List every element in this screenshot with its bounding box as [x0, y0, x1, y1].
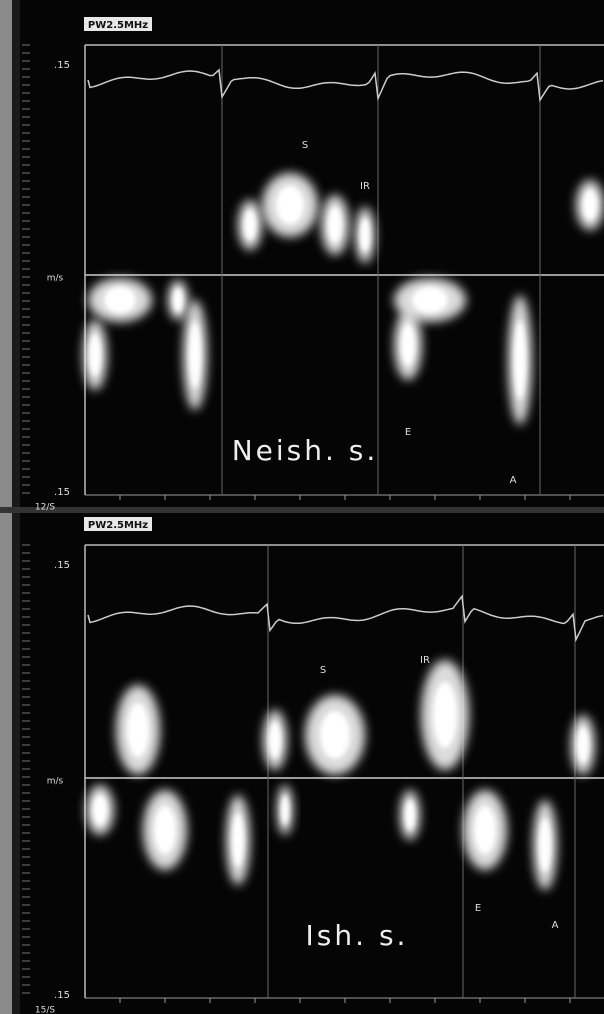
scale-bottom: .15: [54, 990, 70, 1001]
doppler-core: [127, 703, 149, 757]
doppler-core: [232, 813, 244, 867]
scale-top: .15: [54, 60, 70, 71]
doppler-core: [269, 722, 281, 758]
doppler-core: [539, 818, 551, 872]
ecg-trace: [87, 594, 604, 643]
probe-label: PW2.5MHz: [88, 20, 148, 31]
doppler-core: [433, 682, 457, 748]
doppler-panel: PW2.5MHz .15 m/s .15 12/S S IR E A Neish. s.: [22, 17, 604, 513]
doppler-panel: PW2.5MHz .15 m/s .15 15/S S IR E A Ish. s.: [22, 517, 604, 1014]
probe-label-box: [84, 17, 152, 31]
wave-label: S: [320, 665, 326, 676]
wave-label: E: [405, 427, 411, 438]
unit: m/s: [47, 274, 64, 284]
caption: Neish. s.: [232, 434, 379, 467]
doppler-core: [189, 322, 201, 388]
doppler-core: [89, 334, 101, 376]
doppler-core: [281, 795, 289, 825]
probe-label: PW2.5MHz: [88, 520, 148, 531]
wave-label: A: [510, 475, 517, 486]
wave-label: IR: [360, 181, 370, 192]
scale-bottom: .15: [54, 487, 70, 498]
doppler-core: [514, 321, 526, 399]
doppler-core: [577, 727, 589, 763]
doppler-core: [328, 207, 342, 243]
doppler-core: [412, 286, 448, 314]
doppler-core: [173, 288, 183, 312]
scale-top: .15: [54, 560, 70, 571]
wave-label: S: [302, 140, 308, 151]
doppler-core: [360, 218, 370, 252]
probe-label-box: [84, 517, 152, 531]
doppler-core: [244, 210, 256, 240]
doppler-core: [93, 795, 107, 825]
doppler-core: [583, 190, 597, 220]
doppler-core: [320, 711, 350, 759]
doppler-core: [474, 806, 496, 854]
unit: m/s: [47, 777, 64, 787]
doppler-core: [276, 185, 304, 225]
doppler-core: [104, 286, 136, 314]
caption: Ish. s.: [306, 919, 409, 952]
wave-label: E: [475, 903, 481, 914]
wave-label: IR: [420, 655, 430, 666]
sweep-speed: 12/S: [35, 503, 55, 513]
wave-label: A: [552, 920, 559, 931]
sweep-speed: 15/S: [35, 1006, 55, 1014]
doppler-core: [154, 806, 176, 854]
ecg-trace: [87, 68, 604, 103]
doppler-core: [405, 800, 415, 830]
doppler-core: [401, 324, 415, 366]
